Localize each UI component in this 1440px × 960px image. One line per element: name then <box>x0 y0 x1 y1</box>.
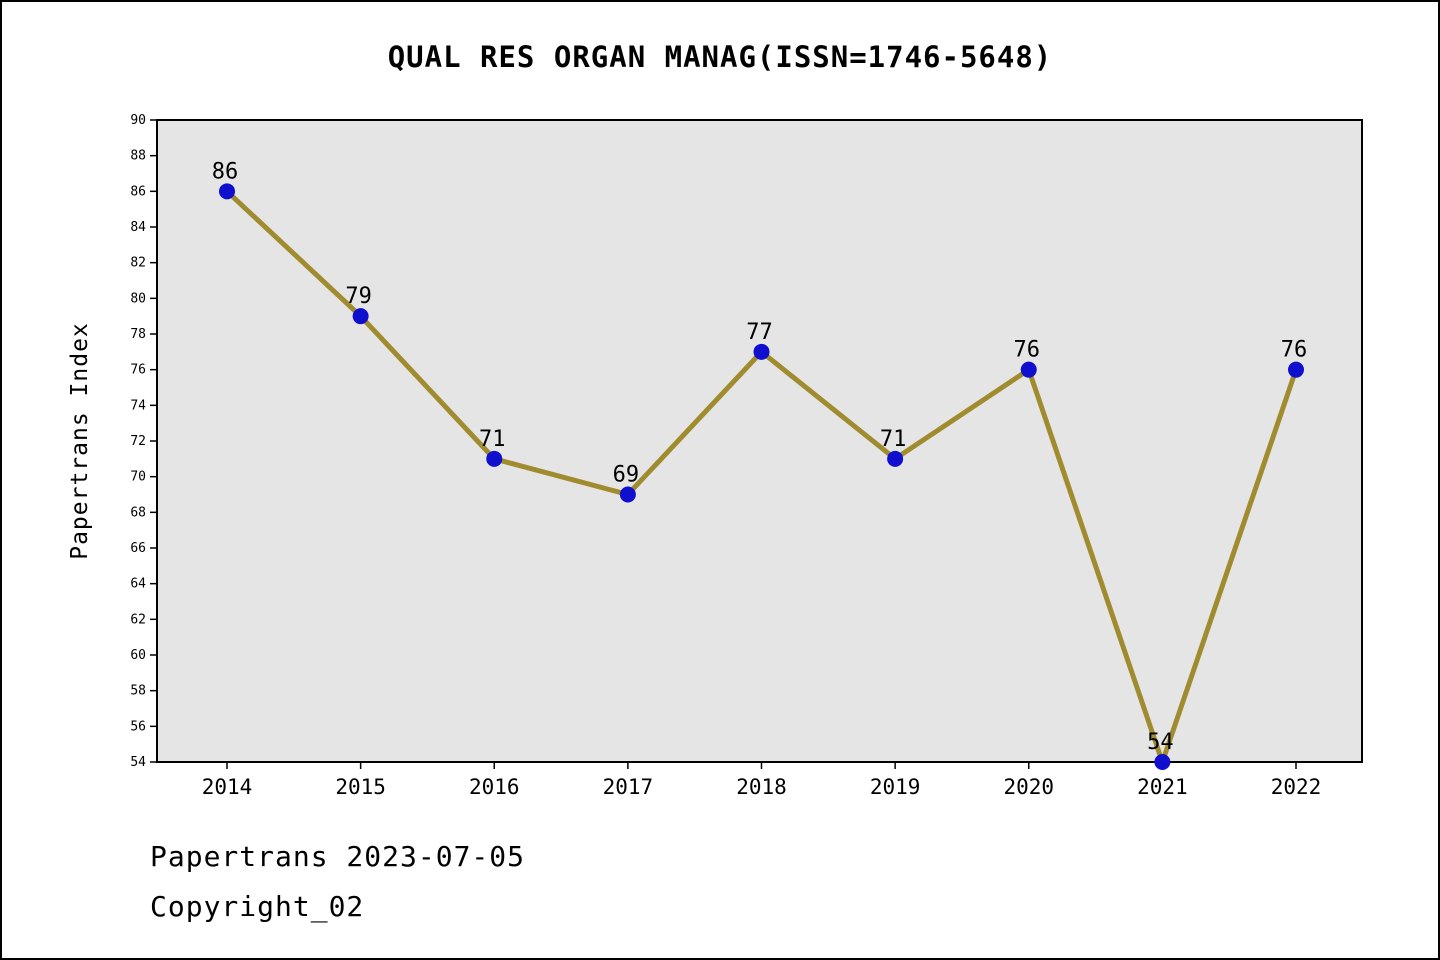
y-tick-label: 82 <box>130 256 146 271</box>
chart-title: QUAL RES ORGAN MANAG(ISSN=1746-5648) <box>387 40 1053 74</box>
x-tick-label: 2020 <box>1003 775 1054 799</box>
data-point-marker <box>219 183 235 200</box>
data-point-label: 86 <box>212 159 239 184</box>
data-point-label: 71 <box>880 427 907 452</box>
x-tick-label: 2021 <box>1137 775 1188 799</box>
y-tick-label: 78 <box>130 327 146 342</box>
y-tick-label: 62 <box>130 612 146 627</box>
data-point-label: 79 <box>345 284 372 309</box>
footer-date: Papertrans 2023-07-05 <box>150 840 526 873</box>
x-tick-label: 2016 <box>469 775 520 799</box>
data-point-marker <box>753 343 770 360</box>
data-point-label: 69 <box>613 463 640 488</box>
data-point-marker <box>486 450 503 467</box>
y-tick-label: 64 <box>130 577 146 592</box>
y-tick-label: 76 <box>130 363 146 378</box>
y-tick-label: 84 <box>130 220 146 235</box>
y-tick-label: 80 <box>130 291 146 306</box>
data-point-marker <box>1020 361 1037 378</box>
x-tick-label: 2014 <box>202 775 253 799</box>
data-point-marker <box>887 450 904 467</box>
y-tick-label: 66 <box>130 541 146 556</box>
y-tick-label: 88 <box>130 149 146 164</box>
data-point-label: 76 <box>1281 338 1308 363</box>
data-point-label: 76 <box>1014 338 1041 363</box>
y-tick-label: 68 <box>130 505 146 520</box>
data-point-label: 77 <box>746 320 773 345</box>
y-tick-label: 90 <box>130 113 146 128</box>
footer-copyright: Copyright_02 <box>150 890 365 923</box>
data-point-marker <box>1288 361 1304 378</box>
data-point-marker <box>1154 754 1171 770</box>
y-tick-label: 56 <box>130 719 146 734</box>
y-tick-label: 58 <box>130 684 146 699</box>
data-point-label: 54 <box>1147 730 1174 755</box>
x-tick-label: 2019 <box>870 775 921 799</box>
x-tick-label: 2018 <box>736 775 787 799</box>
y-axis: 54 56 58 60 62 64 66 68 70 72 74 76 78 80 82 84 86 88 90 <box>130 113 157 770</box>
x-tick-label: 2015 <box>335 775 386 799</box>
y-tick-label: 72 <box>130 434 146 449</box>
x-tick-label: 2017 <box>603 775 654 799</box>
x-tick-label: 2022 <box>1271 775 1322 799</box>
x-axis: 2014 2015 2016 2017 2018 2019 2020 2021 2022 <box>202 762 1322 799</box>
y-tick-label: 86 <box>130 184 146 199</box>
y-tick-label: 74 <box>130 398 146 413</box>
data-point-label: 71 <box>479 427 506 452</box>
data-point-marker <box>619 486 636 503</box>
data-points: 86 79 71 69 77 71 76 54 76 <box>212 159 1308 770</box>
y-tick-label: 54 <box>130 755 146 770</box>
plot-area <box>156 119 1363 763</box>
data-point-marker <box>352 308 369 325</box>
y-tick-label: 70 <box>130 470 146 485</box>
y-tick-label: 60 <box>130 648 146 663</box>
